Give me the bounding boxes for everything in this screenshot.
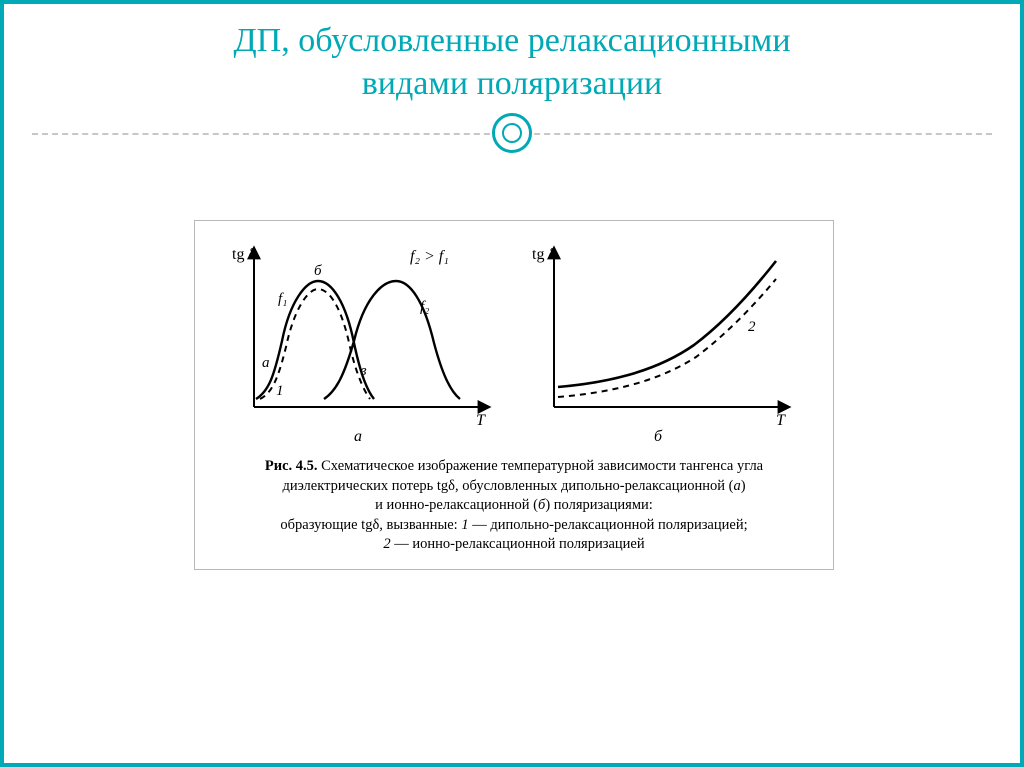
chart-a-annotation: f₂ > f₁ xyxy=(410,248,449,265)
chart-a-curve-f1-solid xyxy=(256,281,374,399)
slide: ДП, обусловленные релаксационными видами… xyxy=(0,0,1024,767)
caption-fig-label: Рис. 4.5. xyxy=(265,458,318,474)
caption-line2-post: ) xyxy=(741,478,746,494)
caption-line4-mid: — дипольно-релаксационной поляризацией; xyxy=(469,517,748,533)
figure-panel: tg δ T f₂ > f₁ f₁ f₂ б а 1 в а xyxy=(194,220,834,570)
chart-a: tg δ T f₂ > f₁ f₁ f₂ б а 1 в а xyxy=(214,231,514,451)
chart-a-f1-label: f₁ xyxy=(278,291,287,307)
chart-b: tg δ T 2 б xyxy=(514,231,814,451)
chart-b-x-label: T xyxy=(776,412,786,429)
figure-caption: Рис. 4.5. Схематическое изображение темп… xyxy=(205,457,823,555)
chart-b-curve-label: 2 xyxy=(748,319,756,335)
charts-row: tg δ T f₂ > f₁ f₁ f₂ б а 1 в а xyxy=(205,231,823,451)
chart-b-y-label: tg δ xyxy=(532,246,556,263)
caption-line4-pre: образующие tgδ, вызванные: xyxy=(280,517,461,533)
chart-a-between-label: в xyxy=(360,363,367,379)
caption-line5-2: 2 xyxy=(383,536,390,552)
chart-a-left-a-label: а xyxy=(262,355,270,371)
caption-line3-pre: и ионно-релаксационной ( xyxy=(375,497,538,513)
caption-line5-post: — ионно-релаксационной поляризацией xyxy=(391,536,645,552)
chart-a-x-label: T xyxy=(476,412,486,429)
caption-line2-pre: диэлектрических потерь tgδ, обусловленны… xyxy=(282,478,733,494)
caption-line1: Схематическое изображение температурной … xyxy=(321,458,763,474)
chart-b-curve-solid xyxy=(558,261,776,387)
caption-line4-1: 1 xyxy=(461,517,468,533)
chart-a-sub-label: а xyxy=(354,428,362,445)
divider-ring-icon xyxy=(492,113,532,153)
chart-b-curve-dashed xyxy=(558,279,776,397)
chart-a-f2-label: f₂ xyxy=(420,299,429,315)
title-line-2: видами поляризации xyxy=(362,65,663,102)
chart-a-below-left-label: 1 xyxy=(276,383,284,399)
title-divider xyxy=(4,113,1020,153)
chart-b-sub-label: б xyxy=(654,428,663,445)
chart-a-peak-top-label: б xyxy=(314,263,322,279)
chart-a-y-label: tg δ xyxy=(232,246,256,263)
title-line-1: ДП, обусловленные релаксационными xyxy=(233,22,790,59)
page-title: ДП, обусловленные релаксационными видами… xyxy=(4,20,1020,105)
caption-line2-a: а xyxy=(733,478,740,494)
chart-a-curve-f2-solid xyxy=(324,281,460,399)
caption-line3-post: ) поляризациями: xyxy=(545,497,653,513)
